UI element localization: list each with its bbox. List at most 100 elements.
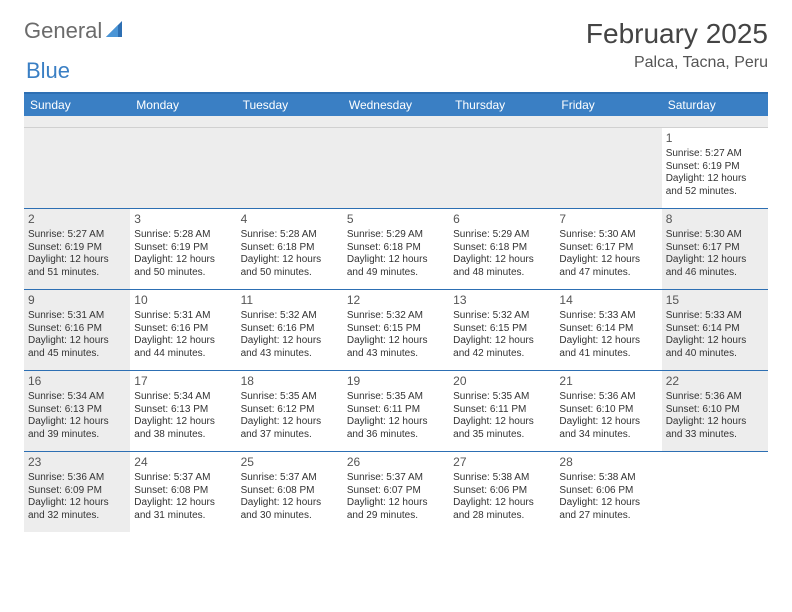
week-row: 23Sunrise: 5:36 AMSunset: 6:09 PMDayligh…: [24, 452, 768, 532]
sunset-text: Sunset: 6:08 PM: [134, 485, 232, 498]
day-header: Thursday: [449, 94, 555, 116]
day-number: 15: [666, 293, 764, 308]
daylight-text: Daylight: 12 hours and 38 minutes.: [134, 416, 232, 441]
week-row: 1Sunrise: 5:27 AMSunset: 6:19 PMDaylight…: [24, 128, 768, 209]
day-number: 28: [559, 455, 657, 470]
day-number: 14: [559, 293, 657, 308]
day-cell: 1Sunrise: 5:27 AMSunset: 6:19 PMDaylight…: [662, 128, 768, 208]
daylight-text: Daylight: 12 hours and 27 minutes.: [559, 497, 657, 522]
day-cell: 24 Sunrise: 5:37 AMSunset: 6:08 PMDayligh…: [130, 452, 236, 532]
day-number: 24: [134, 455, 232, 470]
calendar: Sunday Monday Tuesday Wednesday Thursday…: [24, 92, 768, 532]
day-number: 16: [28, 374, 126, 389]
sunset-text: Sunset: 6:12 PM: [241, 404, 339, 417]
day-number: 23: [28, 455, 126, 470]
month-title: February 2025: [586, 18, 768, 50]
daylight-text: Daylight: 12 hours and 43 minutes.: [241, 335, 339, 360]
day-number: 25: [241, 455, 339, 470]
sunrise-text: Sunrise: 5:35 AM: [453, 391, 551, 404]
sunrise-text: Sunrise: 5:28 AM: [241, 229, 339, 242]
day-cell: 8Sunrise: 5:30 AMSunset: 6:17 PMDaylight…: [662, 209, 768, 289]
sunset-text: Sunset: 6:14 PM: [559, 323, 657, 336]
day-number: 20: [453, 374, 551, 389]
sunrise-text: Sunrise: 5:27 AM: [28, 229, 126, 242]
day-number: 1: [666, 131, 764, 146]
sunrise-text: Sunrise: 5:31 AM: [28, 310, 126, 323]
day-header: Friday: [555, 94, 661, 116]
sail-icon: [104, 19, 126, 44]
week-row: 2Sunrise: 5:27 AMSunset: 6:19 PMDaylight…: [24, 209, 768, 290]
day-number: 3: [134, 212, 232, 227]
day-cell: 21Sunrise: 5:36 AMSunset: 6:10 PMDayligh…: [555, 371, 661, 451]
sunrise-text: Sunrise: 5:30 AM: [666, 229, 764, 242]
day-header: Saturday: [662, 94, 768, 116]
day-cell: 23 Sunrise: 5:36 AMSunset: 6:09 PMDayligh…: [24, 452, 130, 532]
day-cell: [555, 128, 661, 208]
sunrise-text: Sunrise: 5:33 AM: [559, 310, 657, 323]
day-cell: [237, 128, 343, 208]
day-header: Wednesday: [343, 94, 449, 116]
daylight-text: Daylight: 12 hours and 50 minutes.: [241, 254, 339, 279]
sunset-text: Sunset: 6:09 PM: [28, 485, 126, 498]
day-cell: 17Sunrise: 5:34 AMSunset: 6:13 PMDayligh…: [130, 371, 236, 451]
day-number: 19: [347, 374, 445, 389]
sunset-text: Sunset: 6:19 PM: [134, 242, 232, 255]
daylight-text: Daylight: 12 hours and 39 minutes.: [28, 416, 126, 441]
location: Palca, Tacna, Peru: [586, 54, 768, 72]
sunset-text: Sunset: 6:07 PM: [347, 485, 445, 498]
day-number: 6: [453, 212, 551, 227]
sunrise-text: Sunrise: 5:35 AM: [241, 391, 339, 404]
blank-row: [24, 116, 768, 128]
day-number: 21: [559, 374, 657, 389]
sunset-text: Sunset: 6:14 PM: [666, 323, 764, 336]
day-header: Tuesday: [237, 94, 343, 116]
day-cell: 14 Sunrise: 5:33 AMSunset: 6:14 PMDayligh…: [555, 290, 661, 370]
sunset-text: Sunset: 6:19 PM: [666, 161, 764, 174]
sunset-text: Sunset: 6:15 PM: [453, 323, 551, 336]
daylight-text: Daylight: 12 hours and 43 minutes.: [347, 335, 445, 360]
daylight-text: Daylight: 12 hours and 29 minutes.: [347, 497, 445, 522]
day-number: 10: [134, 293, 232, 308]
daylight-text: Daylight: 12 hours and 41 minutes.: [559, 335, 657, 360]
day-header: Monday: [130, 94, 236, 116]
sunrise-text: Sunrise: 5:36 AM: [28, 472, 126, 485]
day-cell: 16 Sunrise: 5:34 AMSunset: 6:13 PMDayligh…: [24, 371, 130, 451]
sunset-text: Sunset: 6:11 PM: [453, 404, 551, 417]
daylight-text: Daylight: 12 hours and 34 minutes.: [559, 416, 657, 441]
day-cell: 13Sunrise: 5:32 AMSunset: 6:15 PMDayligh…: [449, 290, 555, 370]
day-cell: [343, 128, 449, 208]
day-number: 22: [666, 374, 764, 389]
daylight-text: Daylight: 12 hours and 32 minutes.: [28, 497, 126, 522]
day-cell: 2Sunrise: 5:27 AMSunset: 6:19 PMDaylight…: [24, 209, 130, 289]
day-cell: 20Sunrise: 5:35 AMSunset: 6:11 PMDayligh…: [449, 371, 555, 451]
day-number: 17: [134, 374, 232, 389]
sunrise-text: Sunrise: 5:34 AM: [28, 391, 126, 404]
day-cell: 11Sunrise: 5:32 AMSunset: 6:16 PMDayligh…: [237, 290, 343, 370]
daylight-text: Daylight: 12 hours and 31 minutes.: [134, 497, 232, 522]
sunrise-text: Sunrise: 5:35 AM: [347, 391, 445, 404]
day-cell: 5Sunrise: 5:29 AMSunset: 6:18 PMDaylight…: [343, 209, 449, 289]
day-cell: 9Sunrise: 5:31 AMSunset: 6:16 PMDaylight…: [24, 290, 130, 370]
sunrise-text: Sunrise: 5:32 AM: [241, 310, 339, 323]
day-cell: 26Sunrise: 5:37 AMSunset: 6:07 PMDayligh…: [343, 452, 449, 532]
sunset-text: Sunset: 6:13 PM: [28, 404, 126, 417]
day-number: 7: [559, 212, 657, 227]
sunset-text: Sunset: 6:16 PM: [241, 323, 339, 336]
title-block: February 2025 Palca, Tacna, Peru: [586, 18, 768, 72]
sunrise-text: Sunrise: 5:34 AM: [134, 391, 232, 404]
sunrise-text: Sunrise: 5:32 AM: [453, 310, 551, 323]
day-cell: 19Sunrise: 5:35 AMSunset: 6:11 PMDayligh…: [343, 371, 449, 451]
day-number: 18: [241, 374, 339, 389]
sunset-text: Sunset: 6:19 PM: [28, 242, 126, 255]
sunset-text: Sunset: 6:18 PM: [347, 242, 445, 255]
sunrise-text: Sunrise: 5:37 AM: [134, 472, 232, 485]
day-number: 9: [28, 293, 126, 308]
day-cell: [130, 128, 236, 208]
day-cell: 28Sunrise: 5:38 AMSunset: 6:06 PMDayligh…: [555, 452, 661, 532]
week-row: 16Sunrise: 5:34 AMSunset: 6:13 PMDayligh…: [24, 371, 768, 452]
sunset-text: Sunset: 6:06 PM: [559, 485, 657, 498]
day-header-row: Sunday Monday Tuesday Wednesday Thursday…: [24, 94, 768, 116]
sunset-text: Sunset: 6:16 PM: [28, 323, 126, 336]
day-number: 12: [347, 293, 445, 308]
day-cell: 27Sunrise: 5:38 AMSunset: 6:06 PMDayligh…: [449, 452, 555, 532]
